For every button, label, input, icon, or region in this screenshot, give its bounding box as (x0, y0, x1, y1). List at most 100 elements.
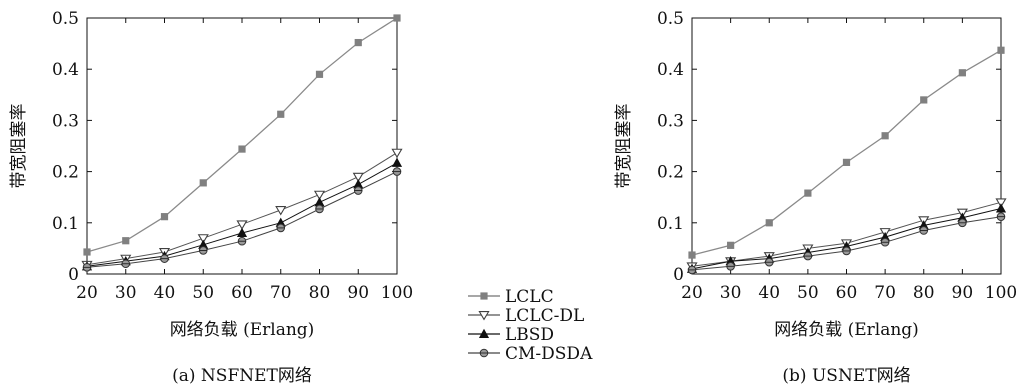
y-tick-label: 0.5 (52, 9, 79, 29)
data-point (842, 246, 851, 256)
x-axis-label: 网络负载 (Erlang) (774, 320, 919, 340)
x-axis-label: 网络负载 (Erlang) (170, 320, 315, 340)
y-tick-label: 0.3 (657, 111, 684, 131)
series-line (691, 201, 1002, 267)
x-tick-label: 30 (115, 283, 137, 303)
legend-label: LBSD (505, 325, 554, 345)
data-point (919, 226, 929, 235)
x-tick-label: 20 (76, 283, 98, 303)
legend-item-lclc: LCLC (468, 287, 554, 307)
data-point (236, 227, 248, 238)
chart-panel-b: 20 30 40 50 60 70 80 90 100 0 0.1 0.2 0.3 0.4 0.5 网络负载 … (614, 9, 1016, 386)
data-point (352, 172, 364, 183)
legend-swatch-marker (478, 311, 490, 321)
data-point (197, 234, 209, 244)
legend-swatch-marker (478, 328, 490, 338)
y-tick-label: 0.5 (657, 9, 684, 29)
y-tick-label: 0 (68, 265, 79, 285)
data-point (764, 257, 774, 267)
series-lclc (83, 14, 401, 256)
legend-label: LCLC (505, 287, 554, 307)
data-point (275, 206, 287, 216)
data-point (881, 132, 889, 140)
data-point (392, 167, 402, 176)
legend-swatch-marker (479, 348, 489, 358)
panel-caption: (a) NSFNET网络 (172, 366, 312, 386)
data-point (391, 148, 403, 159)
data-point (277, 110, 285, 118)
data-point (958, 218, 967, 228)
x-tick-label: 60 (836, 283, 858, 303)
x-tick-label: 40 (154, 283, 176, 303)
legend-label: CM-DSDA (505, 344, 593, 364)
data-point (122, 237, 130, 245)
y-tick-label: 0 (673, 265, 684, 285)
data-point (880, 237, 890, 247)
legend-item-cm-dsda: CM-DSDA (468, 344, 593, 364)
data-point (238, 145, 246, 153)
series-line (86, 171, 398, 268)
data-point (82, 263, 92, 272)
data-point (83, 248, 91, 256)
chart-panel-a: 20 30 40 50 60 70 80 90 100 0 0.1 0.2 0.3 0.4 0.5 网络负载 … (9, 9, 413, 386)
data-point (726, 262, 735, 271)
data-point (198, 246, 208, 255)
series-cm-dsda (82, 167, 402, 272)
legend-label: LCLC-DL (505, 306, 584, 326)
x-tick-label: 30 (720, 283, 742, 303)
data-point (354, 38, 362, 47)
data-point (995, 203, 1007, 213)
x-tick-label: 70 (270, 283, 292, 303)
panel-caption: (b) USNET网络 (782, 366, 910, 386)
legend-swatch-marker (480, 292, 488, 300)
x-tick-label: 80 (913, 283, 935, 303)
data-point (804, 189, 812, 197)
series-line (86, 17, 398, 253)
data-point (160, 213, 169, 221)
data-point (160, 254, 169, 263)
data-point (995, 198, 1007, 208)
data-point (920, 96, 928, 104)
y-axis-label: 带宽阻塞率 (9, 104, 29, 189)
data-point (315, 70, 324, 78)
data-point (687, 265, 697, 275)
data-point (353, 186, 363, 195)
y-tick-label: 0.1 (657, 214, 684, 234)
x-tick-label: 40 (758, 283, 780, 303)
data-point (199, 179, 207, 187)
data-point (765, 219, 773, 227)
series-lbsd (686, 203, 1007, 273)
y-tick-label: 0.2 (52, 163, 79, 183)
y-tick-label: 0.4 (52, 60, 79, 80)
y-tick-label: 0.4 (657, 60, 684, 80)
data-point (958, 69, 966, 77)
series-cm-dsda (687, 212, 1006, 275)
x-tick-label: 60 (231, 283, 253, 303)
data-point (996, 212, 1006, 221)
y-tick-label: 0.2 (657, 163, 684, 183)
x-tick-label: 90 (347, 283, 369, 303)
series-line (86, 152, 398, 266)
data-point (391, 157, 403, 167)
data-point (727, 241, 735, 249)
data-point (393, 14, 401, 22)
data-point (315, 204, 324, 214)
x-tick-label: 90 (952, 283, 974, 303)
series-lclc (688, 46, 1005, 259)
x-tick-label: 50 (797, 283, 819, 303)
data-point (236, 220, 248, 230)
y-axis-label: 带宽阻塞率 (614, 104, 634, 189)
data-point (803, 251, 813, 261)
y-tick-label: 0.3 (52, 111, 79, 131)
series-lclc-dl (81, 148, 403, 271)
x-tick-label: 20 (681, 283, 703, 303)
data-point (121, 259, 131, 269)
x-tick-label: 50 (192, 283, 214, 303)
data-point (842, 158, 851, 166)
x-tick-label: 100 (381, 283, 413, 303)
series-line (86, 162, 398, 267)
series-lbsd (81, 157, 403, 271)
legend-item-lclc-dl: LCLC-DL (468, 306, 584, 326)
